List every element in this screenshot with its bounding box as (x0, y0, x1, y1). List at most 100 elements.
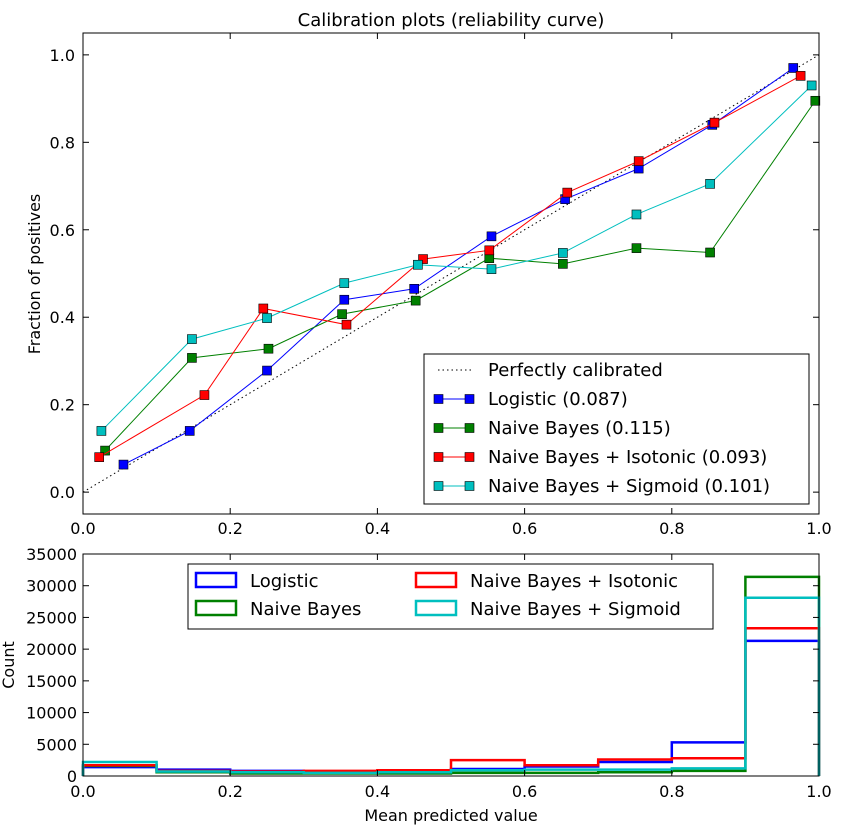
calibration-point-0 (409, 284, 420, 294)
calibration-point-3 (631, 209, 642, 220)
histogram-ytick-label: 35000 (26, 545, 77, 564)
legend-label: Naive Bayes + Isotonic (470, 571, 678, 592)
calibration-point-1 (263, 343, 274, 354)
histogram-xtick-label: 0.6 (512, 782, 537, 801)
calibration-point-3 (413, 259, 423, 270)
calibration-legend-box (423, 353, 810, 505)
histogram-step-2 (81, 626, 821, 776)
calibration-point-2 (341, 319, 352, 330)
legend-patch-swatch (194, 599, 238, 617)
calibration-point-3 (486, 264, 497, 274)
legend-marker (433, 452, 444, 462)
calibration-xtick-label: 0.4 (365, 519, 390, 538)
perfectly-calibrated-line (82, 54, 820, 493)
calibration-point-2 (94, 452, 104, 462)
legend-marker (464, 452, 475, 462)
legend-label: Logistic (0.087) (488, 389, 628, 410)
calibration-series-line-2 (98, 75, 801, 458)
calibration-series-line-1 (104, 100, 816, 451)
calibration-point-2 (795, 71, 806, 81)
calibration-point-0 (339, 294, 350, 305)
legend-patch-swatch (194, 571, 238, 589)
calibration-ytick-label: 0.0 (50, 483, 75, 502)
calibration-point-1 (705, 247, 715, 258)
histogram-xtick-label: 0.0 (70, 782, 95, 801)
calibration-title: Calibration plots (reliability curve) (298, 10, 605, 31)
calibration-ytick-label: 0.2 (50, 396, 75, 415)
calibration-point-2 (709, 117, 720, 128)
histogram-xtick-label: 0.2 (217, 782, 242, 801)
calibration-xtick-label: 1.0 (806, 519, 831, 538)
histogram-xtick-label: 1.0 (806, 782, 831, 801)
calibration-point-1 (631, 243, 642, 253)
legend-patch-swatch (414, 571, 458, 589)
calibration-ylabel: Fraction of positives (25, 194, 44, 355)
legend-label: Logistic (250, 571, 318, 592)
histogram-legend-box (187, 563, 714, 630)
histogram-xtick-label: 0.8 (659, 782, 684, 801)
legend-label: Naive Bayes + Sigmoid (470, 599, 681, 620)
legend-marker (464, 481, 475, 491)
calibration-plot: Calibration plots (reliability curve) Fr… (25, 10, 832, 538)
calibration-ytick-label: 0.6 (50, 221, 75, 240)
calibration-point-1 (187, 353, 197, 363)
legend-label: Naive Bayes + Isotonic (0.093) (488, 447, 767, 468)
legend-patch-swatch (414, 599, 458, 617)
calibration-axes-frame (82, 32, 820, 515)
calibration-point-1 (558, 259, 568, 269)
legend-label: Naive Bayes (0.115) (488, 418, 671, 439)
histogram-ytick-label: 20000 (26, 640, 77, 659)
calibration-ytick-label: 1.0 (50, 46, 75, 65)
histogram-ytick-label: 0 (67, 767, 77, 786)
calibration-xtick-label: 0.8 (659, 519, 684, 538)
calibration-point-1 (337, 309, 347, 319)
calibration-point-2 (258, 303, 269, 314)
legend-label: Naive Bayes (250, 599, 361, 620)
calibration-series-line-3 (101, 85, 812, 432)
calibration-point-0 (788, 63, 799, 73)
calibration-series-line-0 (123, 67, 794, 466)
calibration-point-3 (705, 179, 715, 189)
legend-marker (433, 481, 444, 491)
calibration-point-2 (199, 390, 210, 400)
histogram-step-0 (81, 639, 821, 776)
calibration-point-3 (96, 426, 107, 436)
calibration-point-3 (558, 248, 568, 258)
calibration-xtick-label: 0.0 (70, 519, 95, 538)
histogram-ylabel: Count (0, 641, 18, 689)
calibration-legend: Perfectly calibrated Logistic (0.087) Naiv… (423, 353, 810, 505)
histogram-ytick-label: 30000 (26, 577, 77, 596)
calibration-point-2 (418, 254, 428, 264)
calibration-point-0 (486, 231, 497, 242)
calibration-point-3 (339, 278, 350, 288)
legend-marker (433, 394, 444, 404)
histogram-axes-frame (82, 553, 820, 777)
calibration-point-2 (633, 156, 644, 166)
histogram-xtick-label: 0.4 (365, 782, 390, 801)
legend-marker (464, 423, 475, 433)
calibration-point-0 (262, 365, 272, 376)
calibration-xtick-label: 0.2 (217, 519, 242, 538)
histogram-legend: Logistic Naive Bayes Naive Bayes + Isotoni… (187, 563, 714, 630)
histogram-ytick-label: 15000 (26, 672, 77, 691)
legend-label: Naive Bayes + Sigmoid (0.101) (488, 476, 770, 497)
calibration-ytick-label: 0.8 (50, 133, 75, 152)
count-histogram: Count Mean predicted value 0.0 0.2 0.4 0.6 0… (0, 545, 832, 825)
calibration-point-3 (187, 334, 197, 344)
histogram-ytick-label: 25000 (26, 608, 77, 627)
calibration-point-0 (118, 459, 129, 470)
histogram-ytick-label: 5000 (36, 735, 77, 754)
calibration-point-1 (810, 95, 821, 106)
calibration-point-2 (484, 245, 495, 256)
calibration-ytick-label: 0.4 (50, 308, 75, 327)
histogram-step-3 (81, 596, 821, 776)
calibration-point-3 (806, 80, 817, 91)
calibration-point-3 (262, 313, 272, 323)
histogram-ytick-label: 10000 (26, 704, 77, 723)
calibration-point-0 (184, 426, 195, 436)
calibration-point-1 (410, 295, 421, 306)
legend-marker (433, 423, 444, 433)
histogram-xlabel: Mean predicted value (364, 806, 537, 825)
calibration-xtick-label: 0.6 (512, 519, 537, 538)
